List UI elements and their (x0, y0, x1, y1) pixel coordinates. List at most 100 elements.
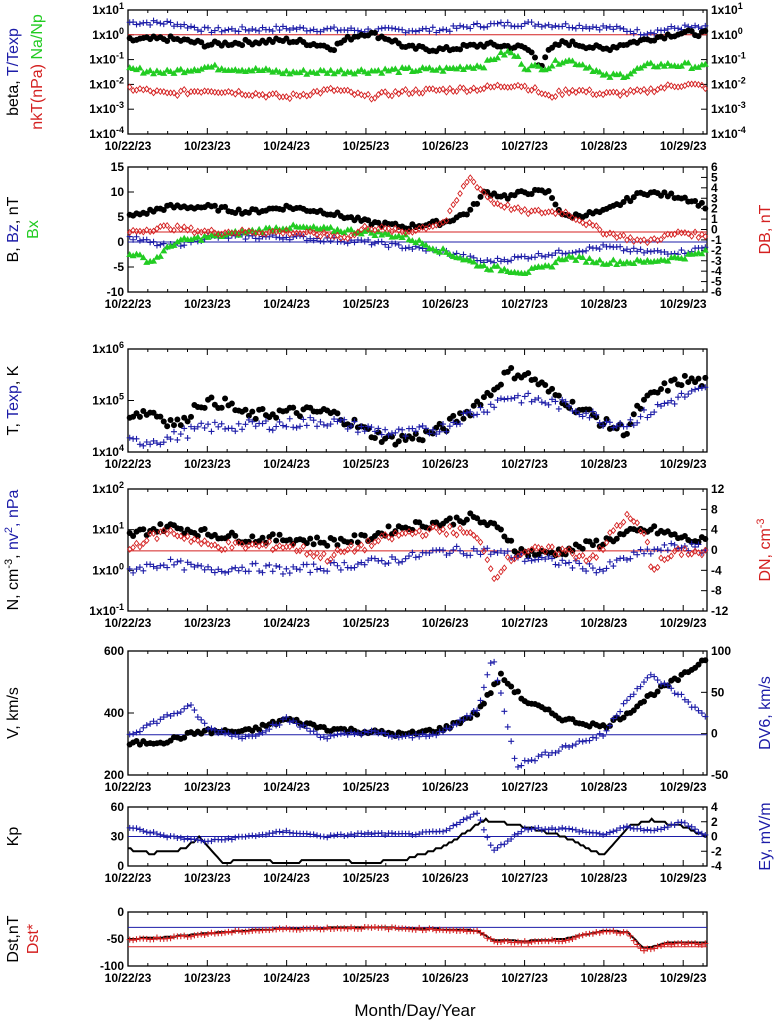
data-point (685, 547, 692, 554)
data-point (600, 568, 607, 575)
data-point (695, 549, 702, 557)
data-point (607, 529, 613, 537)
data-point (501, 550, 508, 557)
data-point (330, 70, 338, 77)
data-point (484, 545, 491, 552)
x-tick-label: 10/26/23 (422, 139, 469, 153)
data-point (640, 249, 647, 256)
data-point (286, 570, 293, 577)
data-point (446, 423, 453, 430)
y-right-tick-label: -6 (711, 285, 722, 299)
data-point (702, 374, 709, 381)
data-point (351, 418, 358, 425)
data-point (371, 428, 378, 435)
data-point (573, 88, 579, 96)
data-point (211, 726, 218, 733)
data-point (252, 423, 259, 430)
data-point (497, 670, 504, 677)
data-point (654, 563, 661, 571)
y-tick-label: 1x10-2 (89, 75, 124, 91)
data-point (273, 423, 280, 430)
data-point (160, 206, 167, 213)
data-point (287, 95, 293, 103)
data-point (491, 938, 498, 945)
data-point (181, 932, 188, 939)
data-point (443, 428, 450, 435)
data-point (692, 386, 699, 393)
data-point (300, 416, 307, 423)
data-point (136, 564, 143, 571)
data-point (429, 426, 436, 433)
data-point (167, 526, 174, 534)
data-point (562, 937, 569, 944)
series-blue-plus (126, 810, 709, 854)
data-point (442, 248, 450, 255)
data-point (156, 252, 164, 259)
x-tick-label: 10/25/23 (343, 139, 390, 153)
data-point (562, 560, 569, 567)
data-point (644, 30, 651, 37)
data-point (283, 423, 290, 430)
data-point (392, 529, 399, 537)
data-point (333, 225, 341, 232)
data-point (423, 531, 429, 539)
data-point (327, 421, 334, 428)
data-point (181, 86, 187, 94)
data-point (235, 28, 242, 35)
data-point (668, 190, 675, 197)
data-point (351, 231, 358, 239)
data-point (583, 88, 589, 96)
data-point (548, 62, 556, 69)
data-point (692, 80, 698, 88)
data-point (269, 28, 276, 35)
data-point (637, 825, 644, 832)
data-point (474, 711, 481, 718)
data-point (198, 420, 205, 427)
data-point (443, 26, 450, 33)
data-point (130, 730, 137, 737)
data-point (692, 547, 698, 555)
x-tick-label: 10/29/23 (660, 297, 707, 311)
data-point (457, 420, 464, 427)
y-tick-label: 600 (104, 644, 124, 658)
data-point (613, 827, 620, 834)
x-tick-label: 10/24/23 (263, 871, 310, 885)
data-point (603, 565, 610, 572)
data-point (225, 228, 232, 236)
data-point (620, 231, 627, 239)
data-point (657, 60, 665, 67)
y-right-tick-label: -8 (711, 584, 722, 598)
data-point (586, 25, 593, 32)
data-point (480, 826, 487, 833)
data-point (552, 249, 559, 256)
y-right-tick-label: 12 (711, 482, 725, 496)
data-point (269, 568, 276, 575)
data-point (688, 232, 695, 240)
data-point (579, 219, 586, 227)
data-point (494, 262, 502, 269)
y-right-tick-label: 4 (711, 800, 718, 814)
data-point (514, 763, 521, 770)
data-point (460, 415, 467, 422)
data-point (467, 552, 474, 559)
data-point (307, 235, 314, 242)
data-point (596, 544, 603, 552)
data-point (184, 435, 191, 442)
data-point (174, 710, 181, 717)
data-point (480, 64, 488, 71)
data-point (235, 231, 243, 238)
data-point (160, 439, 167, 446)
data-point (497, 267, 505, 274)
data-point (487, 258, 494, 265)
data-point (405, 244, 412, 251)
data-point (402, 245, 409, 252)
data-point (426, 430, 433, 437)
data-point (497, 258, 504, 265)
data-point (344, 832, 351, 839)
data-point (136, 413, 143, 420)
data-point (171, 530, 177, 538)
data-point (552, 561, 559, 568)
data-point (423, 926, 430, 933)
data-point (579, 86, 586, 94)
